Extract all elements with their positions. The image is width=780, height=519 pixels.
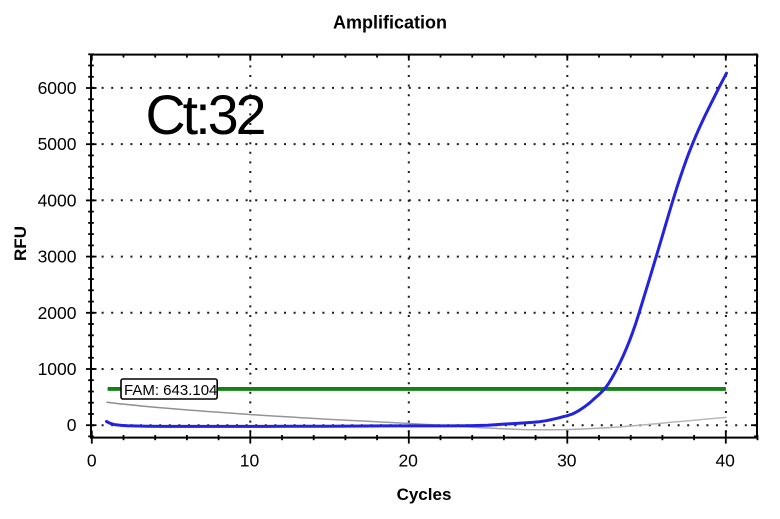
svg-text:0: 0 [87,451,97,471]
svg-text:Ct:32: Ct:32 [146,84,265,146]
svg-text:4000: 4000 [38,190,77,210]
svg-text:5000: 5000 [38,134,77,154]
svg-text:Cycles: Cycles [397,485,452,504]
svg-text:1000: 1000 [38,359,77,379]
svg-text:2000: 2000 [38,303,77,323]
svg-text:3000: 3000 [38,247,77,267]
svg-text:30: 30 [557,451,577,471]
svg-text:6000: 6000 [38,78,77,98]
svg-text:20: 20 [398,451,418,471]
svg-text:10: 10 [240,451,260,471]
svg-text:Amplification: Amplification [333,12,447,32]
svg-text:RFU: RFU [11,226,30,261]
svg-text:FAM: 643.104: FAM: 643.104 [124,382,217,399]
svg-text:40: 40 [715,451,735,471]
svg-text:0: 0 [67,415,77,435]
